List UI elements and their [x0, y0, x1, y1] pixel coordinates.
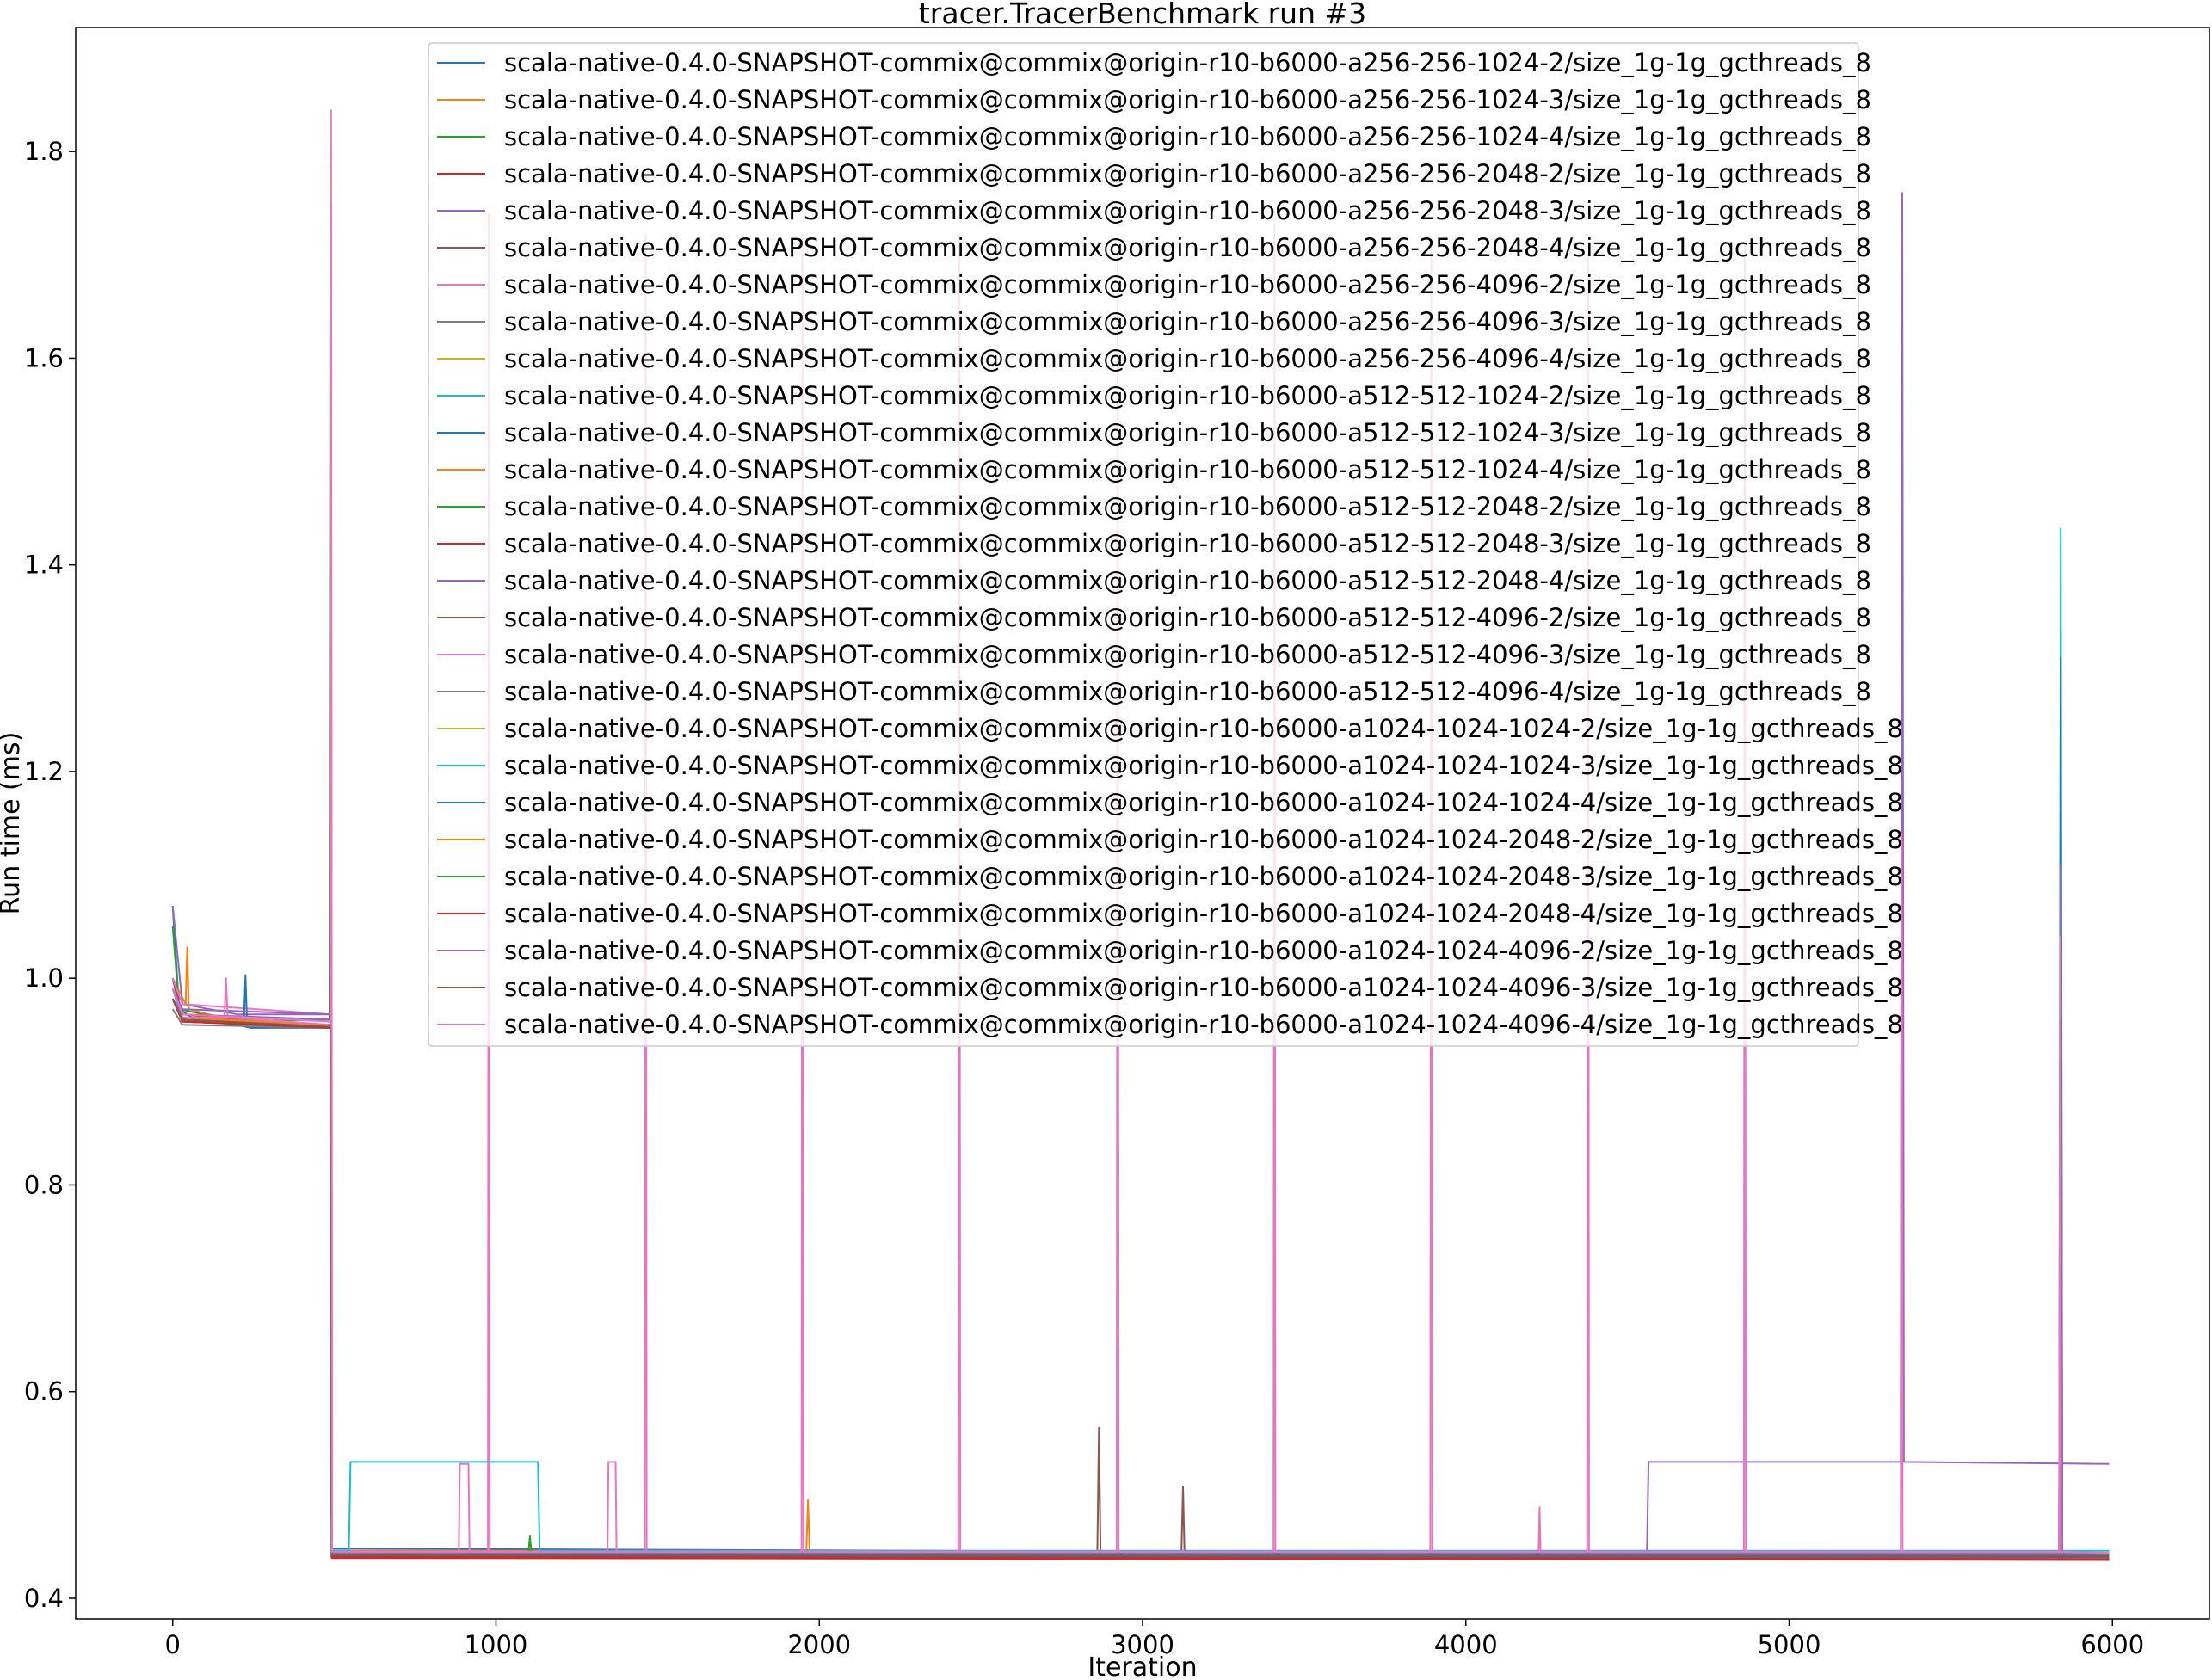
legend-label: scala-native-0.4.0-SNAPSHOT-commix@commi…: [504, 751, 1903, 780]
y-axis: 0.4 0.6 0.8 1.0 1.2 1.4 1.6 1.8: [24, 137, 76, 1613]
y-tick-label: 1.6: [24, 343, 64, 372]
y-tick-label: 1.8: [24, 137, 64, 166]
chart-title: tracer.TracerBenchmark run #3: [919, 0, 1366, 30]
legend-label: scala-native-0.4.0-SNAPSHOT-commix@commi…: [504, 122, 1871, 151]
legend-box: [428, 42, 1859, 1047]
y-tick-label: 1.2: [24, 757, 64, 786]
x-tick-label: 0: [165, 1630, 181, 1659]
x-tick-label: 6000: [2080, 1630, 2144, 1659]
legend-label: scala-native-0.4.0-SNAPSHOT-commix@commi…: [504, 455, 1871, 484]
legend-label: scala-native-0.4.0-SNAPSHOT-commix@commi…: [504, 159, 1871, 188]
legend-label: scala-native-0.4.0-SNAPSHOT-commix@commi…: [504, 603, 1871, 632]
y-tick-label: 1.4: [24, 551, 64, 580]
legend-label: scala-native-0.4.0-SNAPSHOT-commix@commi…: [504, 48, 1871, 77]
x-tick-label: 4000: [1434, 1630, 1498, 1659]
legend-label: scala-native-0.4.0-SNAPSHOT-commix@commi…: [504, 1010, 1903, 1039]
series-line-26: [171, 998, 2110, 1557]
legend-label: scala-native-0.4.0-SNAPSHOT-commix@commi…: [504, 492, 1871, 521]
x-tick-label: 2000: [787, 1630, 851, 1659]
y-axis-label: Run time (ms): [0, 732, 26, 915]
legend-label: scala-native-0.4.0-SNAPSHOT-commix@commi…: [504, 270, 1871, 299]
legend-label: scala-native-0.4.0-SNAPSHOT-commix@commi…: [504, 788, 1903, 817]
x-tick-label: 5000: [1758, 1630, 1821, 1659]
x-tick-label: 1000: [465, 1630, 528, 1659]
legend-label: scala-native-0.4.0-SNAPSHOT-commix@commi…: [504, 973, 1903, 1002]
series-line-27: [171, 202, 2110, 1554]
legend-label: scala-native-0.4.0-SNAPSHOT-commix@commi…: [504, 196, 1871, 225]
legend-label: scala-native-0.4.0-SNAPSHOT-commix@commi…: [504, 899, 1903, 928]
legend-label: scala-native-0.4.0-SNAPSHOT-commix@commi…: [504, 862, 1903, 891]
legend-label: scala-native-0.4.0-SNAPSHOT-commix@commi…: [504, 936, 1903, 965]
legend: scala-native-0.4.0-SNAPSHOT-commix@commi…: [428, 42, 1903, 1047]
x-axis: 0 1000 2000 3000 4000 5000 6000: [165, 1619, 2144, 1659]
y-tick-label: 0.8: [24, 1170, 64, 1199]
legend-label: scala-native-0.4.0-SNAPSHOT-commix@commi…: [504, 677, 1871, 706]
x-axis-label: Iteration: [1088, 1652, 1197, 1680]
legend-label: scala-native-0.4.0-SNAPSHOT-commix@commi…: [504, 529, 1871, 558]
legend-label: scala-native-0.4.0-SNAPSHOT-commix@commi…: [504, 566, 1871, 595]
y-tick-label: 0.4: [24, 1584, 64, 1613]
legend-label: scala-native-0.4.0-SNAPSHOT-commix@commi…: [504, 344, 1871, 373]
y-tick-label: 0.6: [24, 1377, 64, 1406]
legend-label: scala-native-0.4.0-SNAPSHOT-commix@commi…: [504, 307, 1871, 336]
series-layer: [171, 109, 2110, 1561]
legend-label: scala-native-0.4.0-SNAPSHOT-commix@commi…: [504, 714, 1903, 743]
legend-label: scala-native-0.4.0-SNAPSHOT-commix@commi…: [504, 418, 1871, 447]
legend-label: scala-native-0.4.0-SNAPSHOT-commix@commi…: [504, 381, 1871, 410]
legend-label: scala-native-0.4.0-SNAPSHOT-commix@commi…: [504, 85, 1871, 114]
y-tick-label: 1.0: [24, 963, 64, 993]
legend-label: scala-native-0.4.0-SNAPSHOT-commix@commi…: [504, 233, 1871, 262]
legend-label: scala-native-0.4.0-SNAPSHOT-commix@commi…: [504, 825, 1903, 854]
legend-label: scala-native-0.4.0-SNAPSHOT-commix@commi…: [504, 640, 1871, 669]
x-tick-label: 3000: [1111, 1630, 1174, 1659]
